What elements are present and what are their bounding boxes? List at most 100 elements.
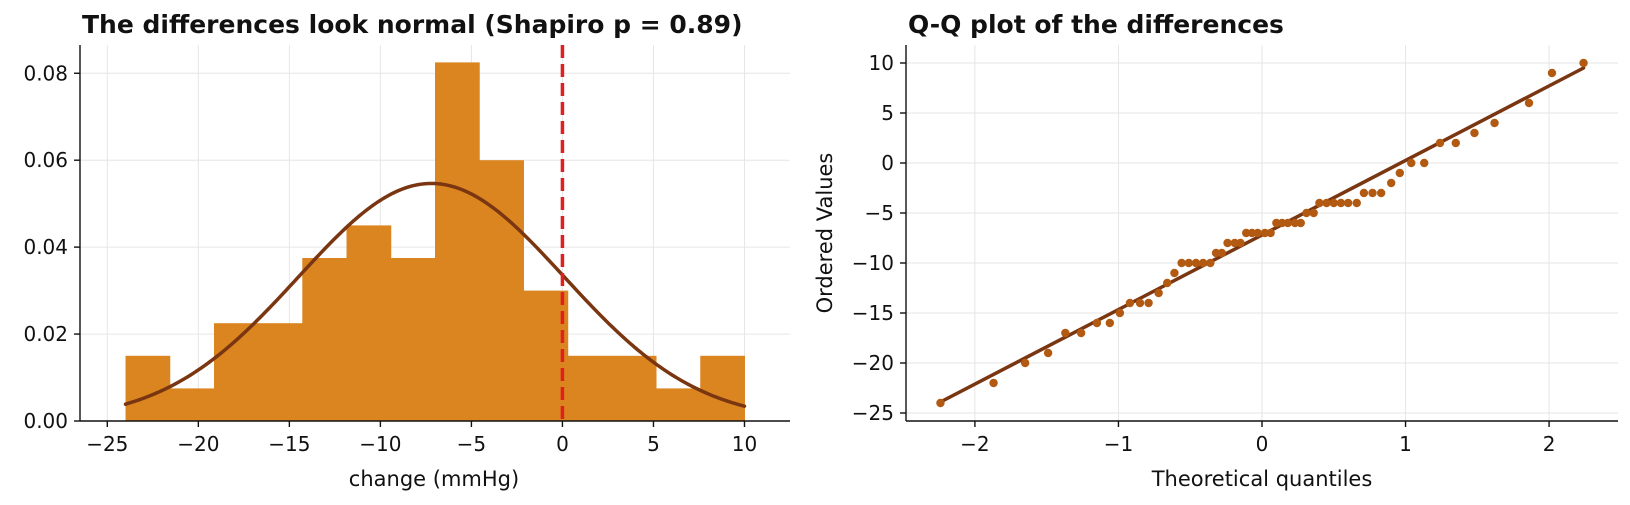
qq-point (1184, 258, 1193, 268)
qq-point (1223, 238, 1232, 248)
qq-point (1579, 58, 1588, 68)
qq-point (1115, 308, 1125, 318)
qq-y-tick-label: −25 (852, 401, 894, 425)
qq-point (1191, 258, 1201, 268)
qq-point (1163, 278, 1172, 288)
qq-point (1490, 118, 1499, 128)
qq-point (1343, 198, 1353, 208)
qq-point (1290, 218, 1300, 228)
qq-point (1376, 188, 1386, 198)
qq-point (1352, 198, 1361, 208)
qq-point (1198, 258, 1208, 268)
histogram-y-tick-label: 0.00 (23, 409, 68, 433)
histogram-y-tick-label: 0.08 (23, 61, 68, 85)
qq-point (1395, 168, 1405, 178)
qq-point (1329, 198, 1338, 208)
histogram-y-ticks: 0.00 0.02 0.04 0.06 0.08 (23, 61, 80, 433)
qq-point (1407, 158, 1416, 168)
qq-y-ticks: −25 −20 −15 −10 −5 0 5 10 (852, 51, 906, 425)
qq-point (1315, 198, 1324, 208)
qq-y-tick-label: −10 (852, 251, 894, 275)
qq-point (1092, 318, 1102, 328)
qq-points (936, 58, 1588, 408)
qq-point (936, 398, 945, 408)
qq-point (1211, 248, 1221, 258)
histogram-panel: −25 −20 −15 −10 −5 0 5 10 0.000.020.040.060.08 … (23, 10, 790, 491)
histogram-x-tick-label: 0 (556, 432, 569, 456)
qq-x-tick-label: −2 (960, 432, 989, 456)
qq-point (1260, 228, 1270, 238)
qq-y-tick-label: −15 (852, 301, 894, 325)
histogram-x-tick-label: −25 (86, 432, 128, 456)
qq-point (1451, 138, 1460, 148)
histogram-bar (258, 323, 303, 421)
qq-point (1206, 258, 1215, 268)
qq-x-tick-label: 1 (1399, 432, 1412, 456)
qq-y-tick-label: 0 (881, 151, 894, 175)
qq-point (989, 378, 998, 388)
histogram-x-tick-label: −5 (457, 432, 486, 456)
qq-point (1125, 298, 1135, 308)
qq-point (1105, 318, 1115, 328)
qq-point (1253, 228, 1262, 238)
qq-point (1277, 218, 1287, 228)
qq-point (1230, 238, 1239, 248)
histogram-x-tick-label: −20 (177, 432, 219, 456)
qq-point (1420, 158, 1429, 168)
histogram-x-tick-label: −15 (268, 432, 310, 456)
histogram-x-label: change (mmHg) (349, 467, 519, 491)
qq-point (1547, 68, 1557, 78)
qq-point (1242, 228, 1251, 238)
qq-point (1470, 128, 1479, 138)
qq-x-ticks: −2 −1 0 1 2 (960, 421, 1555, 456)
qq-point (1386, 178, 1396, 188)
qq-point (1302, 208, 1311, 218)
qq-point (1020, 358, 1030, 368)
qq-x-label: Theoretical quantiles (1151, 467, 1373, 491)
qq-point (1368, 188, 1377, 198)
qq-x-tick-label: 2 (1543, 432, 1556, 456)
normal-density-curve (123, 181, 747, 408)
histogram-bar (390, 257, 436, 421)
histogram-bar (656, 388, 701, 421)
qq-point (1144, 298, 1153, 308)
histogram-x-tick-label: −10 (359, 432, 401, 456)
histogram-bars (125, 62, 745, 422)
qq-point (1309, 208, 1318, 218)
normal-density-curve-group (123, 181, 747, 408)
histogram-bar (435, 62, 480, 422)
histogram-y-tick-label: 0.04 (23, 235, 68, 259)
qq-point (1247, 228, 1257, 238)
histogram-bar (169, 388, 215, 421)
histogram-bar (346, 225, 392, 421)
histogram-bar (302, 257, 348, 421)
histogram-bar (567, 355, 613, 421)
qq-point (1296, 218, 1305, 228)
qq-point (1177, 258, 1186, 268)
qq-point (1336, 198, 1346, 208)
histogram-y-tick-label: 0.02 (23, 322, 68, 346)
histogram-bar (479, 160, 524, 422)
qq-point (1170, 268, 1179, 278)
qq-y-tick-label: −20 (852, 351, 894, 375)
qq-point (1061, 328, 1070, 338)
histogram-bar (700, 355, 745, 421)
qq-y-tick-label: 5 (881, 101, 894, 125)
qq-point (1266, 228, 1275, 238)
qq-point (1359, 188, 1369, 198)
qq-point (1435, 138, 1445, 148)
qq-point (1524, 98, 1534, 108)
qq-title: Q-Q plot of the differences (908, 10, 1284, 39)
qq-plot-panel: −2 −1 0 1 2 −25 −20 −15 −10 −5 0 5 10 Q-Q plot of t… (813, 10, 1618, 491)
histogram-x-tick-label: 10 (732, 432, 757, 456)
histogram-title: The differences look normal (Shapiro p =… (82, 10, 743, 39)
qq-point (1135, 298, 1145, 308)
qq-point (1076, 328, 1086, 338)
qq-y-tick-label: 10 (869, 51, 894, 75)
qq-point (1217, 248, 1227, 258)
qq-y-tick-label: −5 (865, 201, 894, 225)
qq-point (1322, 198, 1331, 208)
qq-y-label: Ordered Values (813, 153, 837, 314)
qq-x-tick-label: 0 (1256, 432, 1269, 456)
